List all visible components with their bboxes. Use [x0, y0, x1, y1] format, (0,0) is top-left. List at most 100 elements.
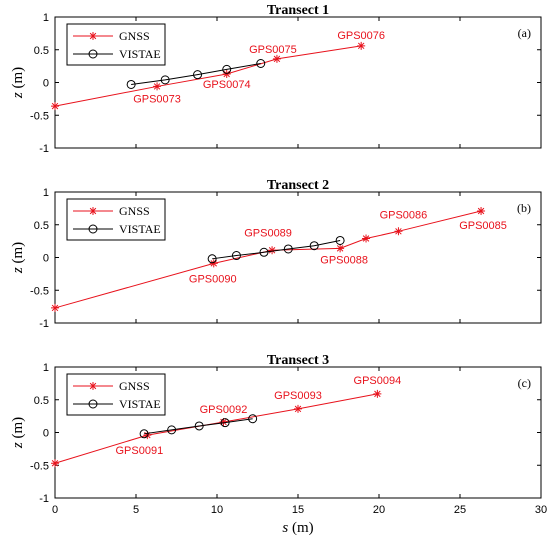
gnss-point — [153, 82, 162, 91]
y-tick-label: 0 — [43, 428, 49, 440]
legend-box — [66, 198, 166, 241]
y-tick-label: -0.5 — [30, 460, 49, 472]
vistae-point — [220, 418, 230, 428]
gnss-point — [222, 69, 231, 78]
y-tick-label: -0.5 — [30, 285, 49, 297]
vistae-point — [259, 247, 269, 257]
panel-tag: (b) — [517, 201, 531, 215]
x-tick-label: 0 — [52, 504, 58, 516]
y-axis-label: z (m) — [10, 242, 26, 274]
gnss-point — [362, 234, 371, 243]
y-tick-label: 1 — [43, 12, 49, 24]
vistae-line — [131, 63, 261, 85]
gnss-point — [51, 303, 59, 312]
legend-label: GNSS — [119, 379, 150, 393]
gps-label: GPS0086 — [380, 209, 428, 221]
gps-label: GPS0089 — [244, 227, 292, 239]
vistae-point — [139, 429, 149, 439]
legend-label: GNSS — [119, 29, 150, 43]
vistae-point — [160, 75, 170, 85]
y-tick-label: 0 — [43, 253, 49, 265]
gps-label: GPS0088 — [320, 254, 368, 266]
legend: GNSS VISTAE — [66, 23, 166, 66]
gnss-point — [51, 102, 59, 111]
panel-tag: (c) — [518, 376, 531, 390]
gnss-point — [394, 227, 403, 236]
gps-label: GPS0085 — [459, 220, 507, 232]
legend-circle-marker — [88, 224, 98, 234]
y-tick-label: 0.5 — [34, 395, 49, 407]
gnss-point — [477, 206, 486, 215]
panel-b: Transect 2 -1 -0.5 0 0.5 1 z (m) (b) GPS0089 GPS0… — [10, 178, 542, 330]
legend-star-marker — [89, 207, 97, 215]
vistae-point — [256, 59, 266, 69]
gnss-point — [272, 54, 281, 63]
gps-label: GPS0076 — [337, 30, 385, 42]
gnss-point — [336, 244, 345, 253]
x-tick-label: 10 — [211, 504, 223, 516]
gps-label: GPS0074 — [203, 79, 251, 91]
panel-a: Transect 1 -1 -0.5 0 0.5 1 z (m) (a) GPS0073 GPS0… — [10, 3, 542, 155]
vistae-point — [335, 235, 345, 245]
legend-label: VISTAE — [119, 222, 161, 236]
x-axis-label: s (m) — [282, 520, 313, 536]
x-tick-label: 15 — [292, 504, 304, 516]
x-tick-label: 5 — [133, 504, 139, 516]
vistae-point — [248, 414, 258, 424]
panel-c: Transect 3-1-0.500.510 5 10 15 20 25 30z (m)s … — [10, 353, 547, 536]
legend-circle-marker — [88, 49, 98, 59]
vistae-point — [194, 421, 204, 431]
gnss-point — [294, 404, 302, 413]
legend-star-marker — [89, 32, 97, 40]
legend-label: GNSS — [119, 204, 150, 218]
gnss-point — [51, 459, 59, 468]
y-tick-label: -1 — [39, 493, 49, 505]
gps-label: GPS0073 — [133, 93, 181, 105]
chart-title: Transect 3 — [267, 353, 329, 368]
vistae-point — [309, 241, 319, 251]
x-tick-label: 25 — [454, 504, 466, 516]
x-tick-label: 20 — [373, 504, 385, 516]
gps-label: GPS0091 — [115, 445, 163, 457]
legend-label: VISTAE — [119, 47, 161, 61]
gps-label: GPS0090 — [189, 273, 237, 285]
vistae-point — [167, 425, 177, 435]
legend: GNSS VISTAE — [66, 198, 166, 241]
legend: GNSS VISTAE — [66, 373, 166, 416]
vistae-point — [283, 244, 293, 254]
gps-label: GPS0092 — [200, 404, 248, 416]
y-axis-label: z (m) — [10, 417, 26, 449]
gnss-point — [357, 41, 366, 50]
x-tick-label: 30 — [535, 504, 547, 516]
panel-tag: (a) — [518, 26, 531, 40]
vistae-point — [126, 79, 136, 89]
legend-circle-marker — [88, 399, 98, 409]
legend-label: VISTAE — [119, 397, 161, 411]
legend-box — [66, 23, 166, 66]
y-tick-label: 1 — [43, 362, 49, 374]
vistae-line — [144, 418, 253, 435]
y-axis-label: z (m) — [10, 67, 26, 99]
legend-box — [66, 373, 166, 416]
y-tick-label: 0.5 — [34, 45, 49, 57]
y-tick-label: -0.5 — [30, 110, 49, 122]
gnss-point — [219, 418, 228, 427]
y-tick-label: -1 — [39, 143, 49, 155]
vistae-point — [222, 64, 232, 74]
vistae-point — [207, 254, 217, 264]
legend-star-marker — [89, 382, 97, 390]
gnss-point — [373, 389, 382, 398]
gnss-point — [209, 259, 218, 268]
y-tick-label: -1 — [39, 318, 49, 330]
y-tick-label: 0 — [43, 78, 49, 90]
gps-label: GPS0094 — [354, 375, 402, 387]
vistae-point — [193, 70, 203, 80]
chart-title: Transect 2 — [267, 178, 329, 193]
y-tick-label: 1 — [43, 187, 49, 199]
chart-title: Transect 1 — [267, 3, 329, 18]
gnss-point — [268, 246, 277, 255]
y-tick-label: 0.5 — [34, 220, 49, 232]
vistae-point — [231, 251, 241, 261]
gnss-point — [143, 431, 152, 440]
